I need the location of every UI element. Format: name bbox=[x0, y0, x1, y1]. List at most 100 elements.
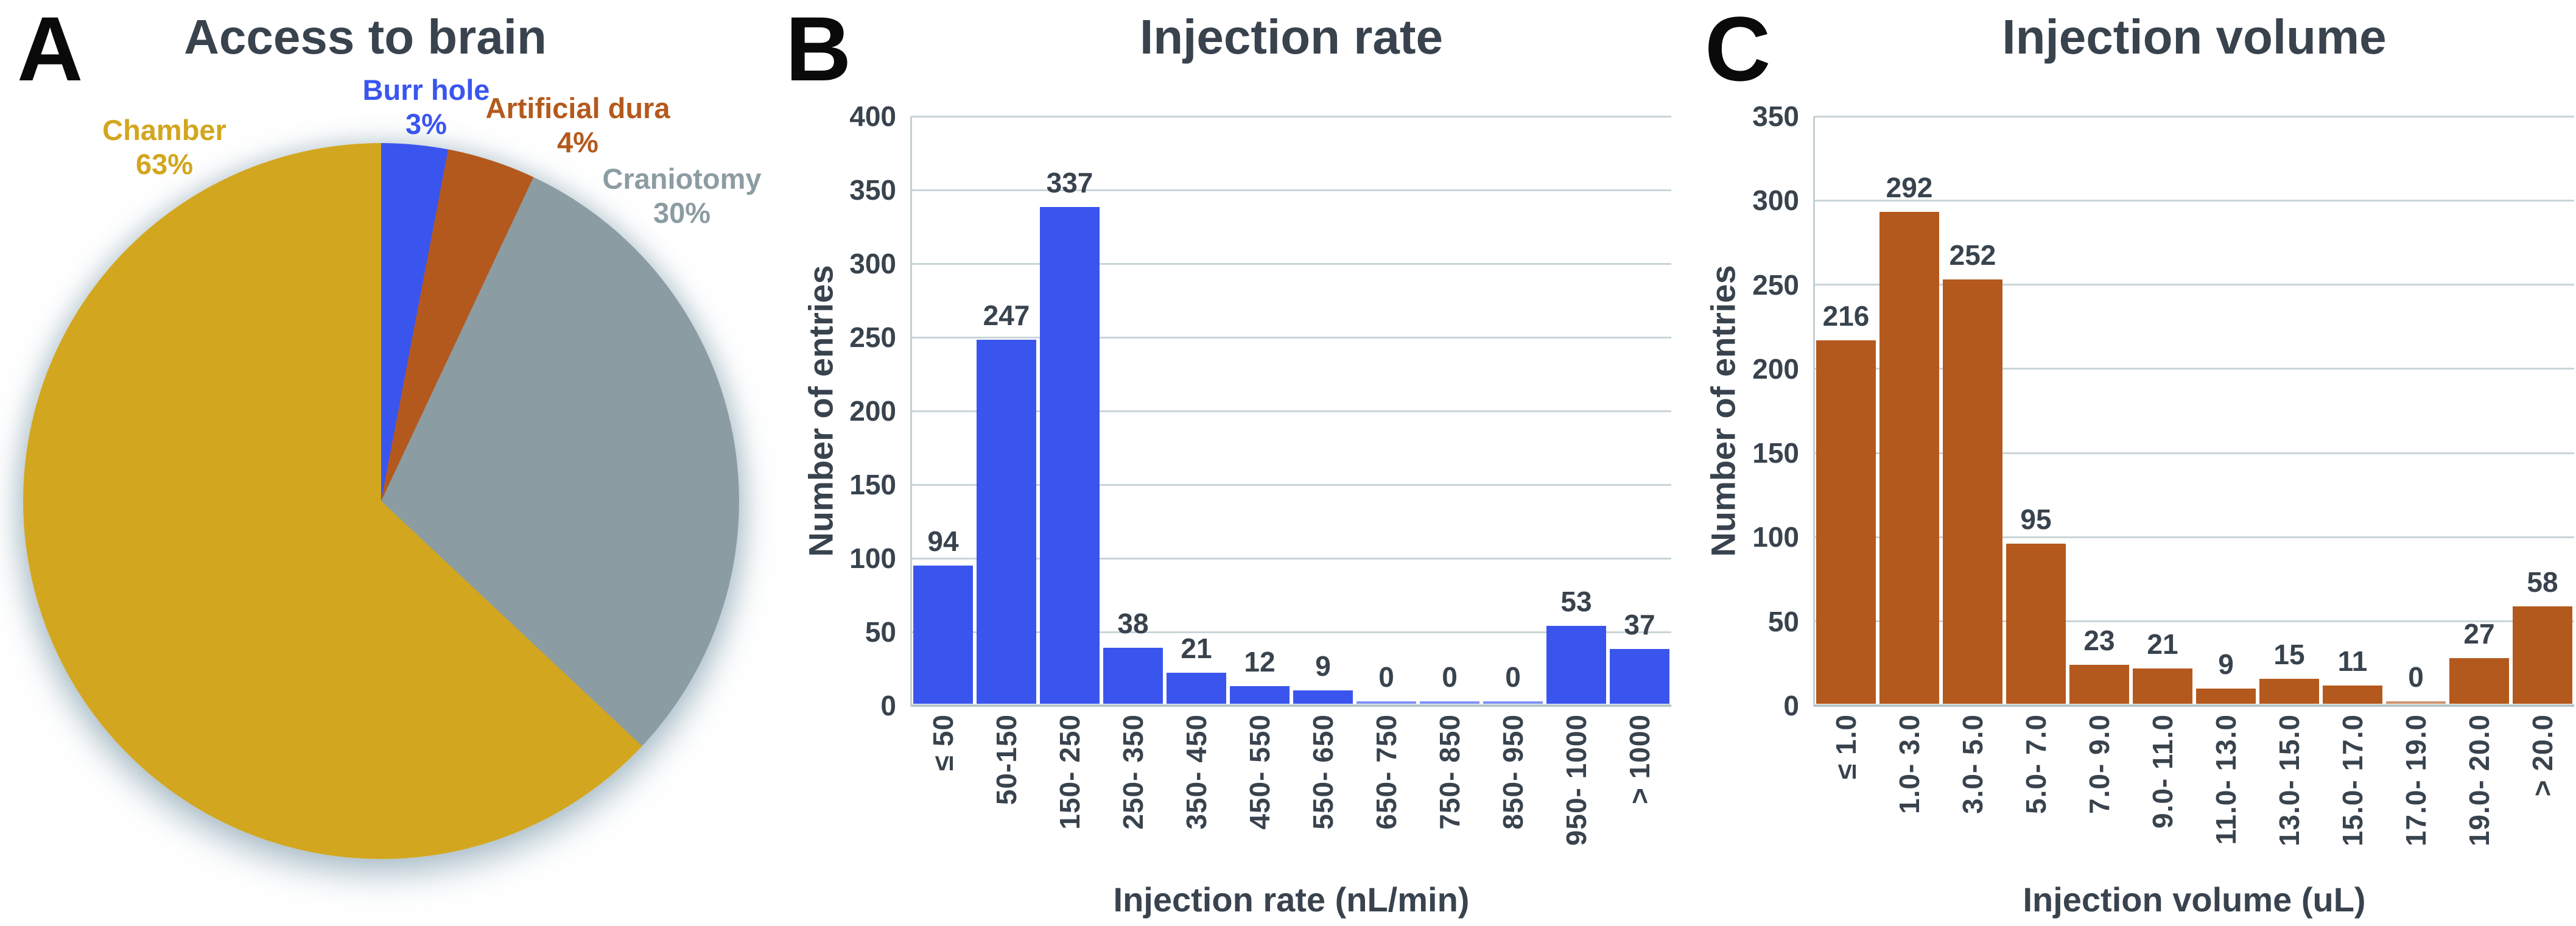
bar-slot-350- 450: 21 bbox=[1165, 116, 1228, 706]
bar-17.0- 19.0 bbox=[2386, 701, 2446, 704]
bar-750- 850 bbox=[1420, 701, 1479, 704]
bar-chart-injection-volume-plot-area: 0 50 100 150 200 250 300 350 216 292 252 95 23 21 9 15 1… bbox=[1752, 100, 2574, 721]
bar-850- 950 bbox=[1483, 701, 1543, 704]
x-tick-label-1.0- 3.0: 1.0- 3.0 bbox=[1893, 714, 1925, 814]
gridline-y-350 bbox=[911, 189, 1671, 191]
x-tick-cell: 250- 350 bbox=[1101, 714, 1165, 897]
bar-slot-150- 250: 337 bbox=[1038, 116, 1101, 706]
bar-chart-c-x-tick-labels: ≤ 1.0 1.0- 3.0 3.0- 5.0 5.0- 7.0 7.0- 9.0 9.0… bbox=[1814, 714, 2574, 897]
gridline-y-350 bbox=[1814, 115, 2574, 118]
bar-value-label: 27 bbox=[2463, 618, 2495, 650]
panel-letter-c: C bbox=[1705, 0, 1772, 100]
bar-value-label: 37 bbox=[1624, 609, 1655, 640]
bar-slot-450- 550: 12 bbox=[1228, 116, 1291, 706]
bar-11.0- 13.0 bbox=[2196, 689, 2256, 704]
x-tick-cell: ≤ 1.0 bbox=[1814, 714, 1878, 897]
y-tick-label-50: 50 bbox=[1767, 605, 1799, 637]
x-tick-label-7.0- 9.0: 7.0- 9.0 bbox=[2083, 714, 2115, 814]
x-tick-label-350- 450: 350- 450 bbox=[1181, 714, 1212, 830]
bar-chart-c-title: Injection volume bbox=[2002, 10, 2387, 64]
bar-≤ 1.0 bbox=[1816, 340, 1876, 704]
x-tick-cell: 950- 1000 bbox=[1545, 714, 1608, 897]
gridline-y-200 bbox=[911, 410, 1671, 412]
gridline-y-400 bbox=[911, 115, 1671, 118]
bar-slot-> 1000: 37 bbox=[1608, 116, 1671, 706]
bar-slot-750- 850: 0 bbox=[1418, 116, 1481, 706]
x-tick-label-250- 350: 250- 350 bbox=[1117, 714, 1149, 830]
x-tick-label-> 1000: > 1000 bbox=[1624, 714, 1655, 804]
bars-layer: 216 292 252 95 23 21 9 15 11 0 27 58 bbox=[1814, 116, 2574, 706]
bar-350- 450 bbox=[1167, 673, 1226, 704]
pie-label-artificial-dura-name: Artificial dura bbox=[485, 92, 670, 124]
pie-label-craniotomy-pct: 30% bbox=[653, 197, 711, 229]
bar-450- 550 bbox=[1230, 686, 1290, 704]
x-axis-line bbox=[1814, 704, 2574, 707]
bars-layer: 94 247 337 38 21 12 9 0 0 0 53 37 bbox=[911, 116, 1671, 706]
x-tick-cell: 5.0- 7.0 bbox=[2004, 714, 2068, 897]
bar-slot-≤ 50: 94 bbox=[911, 116, 975, 706]
bar-slot-9.0- 11.0: 21 bbox=[2131, 116, 2194, 706]
pie-label-chamber-pct: 63% bbox=[135, 148, 194, 180]
y-tick-label-150: 150 bbox=[849, 469, 896, 500]
pie-label-chamber: Chamber 63% bbox=[37, 113, 292, 181]
y-tick-label-200: 200 bbox=[1752, 353, 1799, 385]
x-tick-label-≤ 50: ≤ 50 bbox=[927, 714, 959, 771]
x-tick-label-50-150: 50-150 bbox=[991, 714, 1022, 805]
bar-slot-17.0- 19.0: 0 bbox=[2384, 116, 2448, 706]
pie-label-burr-hole-name: Burr hole bbox=[362, 74, 490, 106]
x-tick-cell: 1.0- 3.0 bbox=[1878, 714, 1941, 897]
gridline-y-250 bbox=[1814, 284, 2574, 286]
bar-chart-b-title: Injection rate bbox=[1140, 10, 1443, 64]
y-tick-label-250: 250 bbox=[849, 321, 896, 353]
x-tick-label-950- 1000: 950- 1000 bbox=[1560, 714, 1592, 846]
bar-550- 650 bbox=[1293, 690, 1353, 704]
bar-chart-c-x-axis-title: Injection volume (uL) bbox=[2023, 880, 2366, 919]
bar-value-label: 21 bbox=[2147, 628, 2178, 660]
bar-9.0- 11.0 bbox=[2133, 668, 2192, 704]
x-tick-cell: 9.0- 11.0 bbox=[2131, 714, 2194, 897]
x-tick-cell: 17.0- 19.0 bbox=[2384, 714, 2448, 897]
bar-value-label: 95 bbox=[2020, 503, 2052, 535]
bar-50-150 bbox=[977, 340, 1036, 704]
x-tick-label-≤ 1.0: ≤ 1.0 bbox=[1830, 714, 1862, 779]
x-tick-cell: > 20.0 bbox=[2511, 714, 2574, 897]
x-axis-line bbox=[911, 704, 1671, 707]
bar-slot-950- 1000: 53 bbox=[1545, 116, 1608, 706]
gridline-y-50 bbox=[1814, 620, 2574, 623]
x-tick-label-11.0- 13.0: 11.0- 13.0 bbox=[2210, 714, 2242, 845]
bar-value-label: 15 bbox=[2273, 639, 2305, 670]
y-tick-label-100: 100 bbox=[1752, 521, 1799, 553]
x-tick-cell: > 1000 bbox=[1608, 714, 1671, 897]
bar-value-label: 9 bbox=[2218, 648, 2234, 680]
y-tick-label-200: 200 bbox=[849, 395, 896, 427]
x-tick-label-650- 750: 650- 750 bbox=[1370, 714, 1402, 830]
x-tick-label-> 20.0: > 20.0 bbox=[2527, 714, 2558, 797]
y-tick-label-0: 0 bbox=[1783, 690, 1799, 721]
bar-value-label: 58 bbox=[2527, 566, 2558, 598]
bar-slot-5.0- 7.0: 95 bbox=[2004, 116, 2068, 706]
gridline-y-150 bbox=[911, 483, 1671, 486]
bar-slot-11.0- 13.0: 9 bbox=[2194, 116, 2258, 706]
y-tick-label-250: 250 bbox=[1752, 268, 1799, 301]
bar-slot-3.0- 5.0: 252 bbox=[1941, 116, 2004, 706]
y-tick-label-300: 300 bbox=[849, 248, 896, 279]
gridline-y-50 bbox=[911, 631, 1671, 633]
bar-chart-c-y-axis-title: Number of entries bbox=[1704, 265, 1742, 557]
y-tick-label-100: 100 bbox=[849, 542, 896, 574]
pie-label-artificial-dura-pct: 4% bbox=[557, 126, 598, 158]
pie-label-craniotomy: Craniotomy 30% bbox=[554, 162, 810, 230]
bar-value-label: 94 bbox=[927, 525, 959, 557]
y-tick-label-150: 150 bbox=[1752, 437, 1799, 469]
x-tick-cell: 750- 850 bbox=[1418, 714, 1481, 897]
x-tick-label-19.0- 20.0: 19.0- 20.0 bbox=[2463, 714, 2495, 847]
x-tick-cell: 7.0- 9.0 bbox=[2068, 714, 2131, 897]
x-tick-cell: 550- 650 bbox=[1291, 714, 1355, 897]
x-tick-label-9.0- 11.0: 9.0- 11.0 bbox=[2147, 714, 2178, 829]
x-tick-cell: 850- 950 bbox=[1481, 714, 1545, 897]
bar-value-label: 0 bbox=[2408, 661, 2424, 693]
pie-chart-title: Access to brain bbox=[184, 10, 547, 64]
panel-letter-b: B bbox=[785, 0, 853, 100]
bar-1.0- 3.0 bbox=[1879, 212, 1939, 704]
x-tick-cell: 13.0- 15.0 bbox=[2258, 714, 2321, 897]
bar-value-label: 216 bbox=[1822, 300, 1870, 332]
